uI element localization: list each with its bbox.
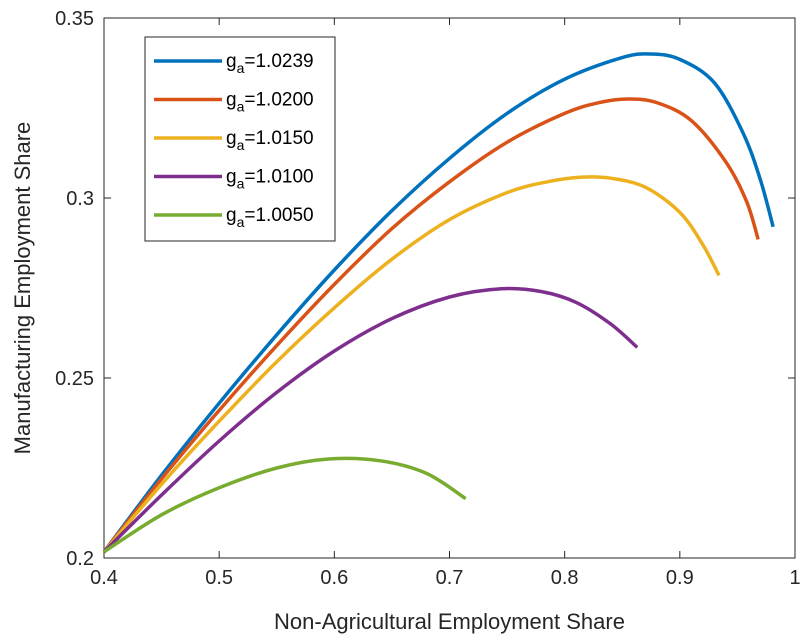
- series-line-2: [102, 97, 760, 553]
- x-tick-label: 0.8: [551, 567, 579, 589]
- x-tick-label: 0.5: [205, 567, 233, 589]
- legend: ga=1.0239 ga=1.0200 ga=1.0150 ga=1.0100 ga=1…: [144, 36, 336, 242]
- series-line-5: [103, 456, 467, 554]
- legend-entry-label: ga=1.0100: [226, 167, 314, 192]
- x-tick-label: 0.6: [320, 567, 348, 589]
- series-lines: [102, 52, 775, 554]
- x-tick-label: 1: [789, 567, 800, 589]
- x-tick-label: 0.7: [436, 567, 464, 589]
- y-tick-label: 0.2: [66, 548, 94, 570]
- legend-entry-label: ga=1.0150: [226, 128, 314, 153]
- legend-entry-label: ga=1.0050: [226, 205, 314, 230]
- legend-entry-label: ga=1.0239: [226, 51, 314, 76]
- legend-entry-label: ga=1.0200: [226, 90, 314, 115]
- series-line-4: [102, 286, 639, 554]
- series-line-3: [102, 175, 721, 554]
- x-axis-label: Non-Agricultural Employment Share: [274, 609, 625, 634]
- series-line-1: [102, 52, 775, 553]
- y-tick-label: 0.25: [55, 368, 94, 390]
- y-tick-label: 0.35: [55, 8, 94, 30]
- y-tick-label: 0.3: [66, 188, 94, 210]
- x-tick-label: 0.9: [666, 567, 694, 589]
- y-axis-label: Manufacturing Employment Share: [10, 122, 35, 455]
- x-tick-label: 0.4: [90, 567, 118, 589]
- axis-ticks: 0.4 0.5 0.6 0.7 0.8 0.9 1 0.2 0.25 0.3 0.35: [55, 8, 801, 589]
